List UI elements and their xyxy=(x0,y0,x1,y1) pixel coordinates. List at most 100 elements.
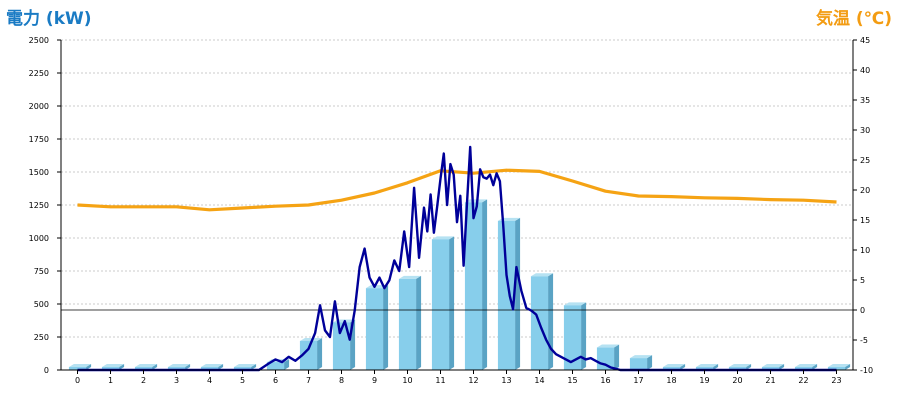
bar-top xyxy=(200,364,224,367)
bar-side xyxy=(647,355,653,370)
bar-front xyxy=(299,340,318,370)
bar-top xyxy=(827,364,851,367)
bar-top xyxy=(398,275,422,279)
bar-side xyxy=(515,217,521,370)
left-tick-label: 2500 xyxy=(29,36,49,45)
left-tick-label: 1000 xyxy=(29,234,49,243)
bar-front xyxy=(266,362,285,370)
bar-hour-17 xyxy=(629,355,653,370)
bar-front xyxy=(761,367,780,370)
bar-side xyxy=(317,337,323,370)
bar-front xyxy=(728,367,747,370)
power-line xyxy=(77,145,837,372)
bar-front xyxy=(563,305,582,370)
x-tick-label: 5 xyxy=(240,376,245,385)
bar-front xyxy=(332,322,351,370)
right-tick-label: 35 xyxy=(860,96,870,105)
bar-top xyxy=(662,364,686,367)
bar-top xyxy=(68,364,92,367)
temperature-axis-title: 気温 (℃) xyxy=(815,9,892,29)
x-tick-label: 20 xyxy=(732,376,742,385)
bar-top xyxy=(629,355,653,359)
bar-hour-0 xyxy=(68,364,92,370)
bar-hour-22 xyxy=(794,364,818,370)
bar-side xyxy=(86,364,92,370)
x-tick-label: 7 xyxy=(306,376,311,385)
bar-side xyxy=(548,273,554,370)
bar-top xyxy=(464,199,488,203)
bar-front xyxy=(464,202,483,370)
right-tick-label: 45 xyxy=(860,36,870,45)
x-tick-label: 21 xyxy=(765,376,775,385)
bar-side xyxy=(218,364,224,370)
power-axis-title: 電力 (kW) xyxy=(6,9,92,29)
x-tick-label: 6 xyxy=(273,376,278,385)
x-tick-label: 1 xyxy=(108,376,113,385)
x-tick-label: 4 xyxy=(207,376,212,385)
right-tick-label: -5 xyxy=(860,336,868,345)
bar-side xyxy=(482,199,488,370)
x-tick-label: 12 xyxy=(468,376,478,385)
left-tick-label: 500 xyxy=(34,300,49,309)
bar-hour-19 xyxy=(695,364,719,370)
bar-top xyxy=(299,337,323,341)
bar-hour-1 xyxy=(101,364,125,370)
bar-top xyxy=(794,364,818,367)
left-tick-label: 0 xyxy=(44,366,49,375)
bar-top xyxy=(101,364,125,367)
bar-front xyxy=(827,367,846,370)
bar-front xyxy=(167,367,186,370)
right-tick-label: 30 xyxy=(860,126,870,135)
bar-front xyxy=(101,367,120,370)
bar-hour-20 xyxy=(728,364,752,370)
right-tick-label: 40 xyxy=(860,66,870,75)
bar-top xyxy=(530,273,554,277)
bar-hour-9 xyxy=(365,285,389,370)
right-tick-label: 25 xyxy=(860,156,870,165)
bar-side xyxy=(779,364,785,370)
x-tick-label: 0 xyxy=(75,376,80,385)
bar-front xyxy=(497,220,516,370)
bar-front xyxy=(794,367,813,370)
bar-side xyxy=(152,364,158,370)
bar-side xyxy=(812,364,818,370)
bar-side xyxy=(449,236,455,370)
right-tick-label: 15 xyxy=(860,216,870,225)
x-tick-label: 13 xyxy=(501,376,511,385)
right-tick-label: 5 xyxy=(860,276,865,285)
bar-front xyxy=(68,367,87,370)
x-tick-label: 3 xyxy=(174,376,179,385)
bar-front xyxy=(398,278,417,370)
temperature-line xyxy=(77,168,837,212)
bar-hour-13 xyxy=(497,217,521,370)
x-tick-label: 11 xyxy=(435,376,445,385)
bar-hour-10 xyxy=(398,275,422,370)
right-tick-label: 0 xyxy=(860,306,865,315)
bar-side xyxy=(746,364,752,370)
bar-hour-21 xyxy=(761,364,785,370)
x-tick-label: 17 xyxy=(633,376,643,385)
bar-hour-7 xyxy=(299,337,323,370)
bar-front xyxy=(200,367,219,370)
x-tick-label: 8 xyxy=(339,376,344,385)
bar-hour-4 xyxy=(200,364,224,370)
x-tick-label: 19 xyxy=(699,376,709,385)
bar-front xyxy=(134,367,153,370)
bar-hour-23 xyxy=(827,364,851,370)
left-tick-label: 1250 xyxy=(29,201,49,210)
bar-front xyxy=(233,367,252,370)
bar-front xyxy=(662,367,681,370)
bar-side xyxy=(284,359,290,370)
bar-front xyxy=(365,288,384,370)
left-tick-label: 1500 xyxy=(29,168,49,177)
bar-hour-14 xyxy=(530,273,554,370)
left-tick-label: 2000 xyxy=(29,102,49,111)
bar-side xyxy=(251,364,257,370)
right-tick-label: 10 xyxy=(860,246,870,255)
x-tick-label: 23 xyxy=(831,376,841,385)
bar-side xyxy=(614,344,620,370)
bar-side xyxy=(383,285,389,370)
bar-top xyxy=(563,302,587,306)
bar-top xyxy=(233,364,257,367)
